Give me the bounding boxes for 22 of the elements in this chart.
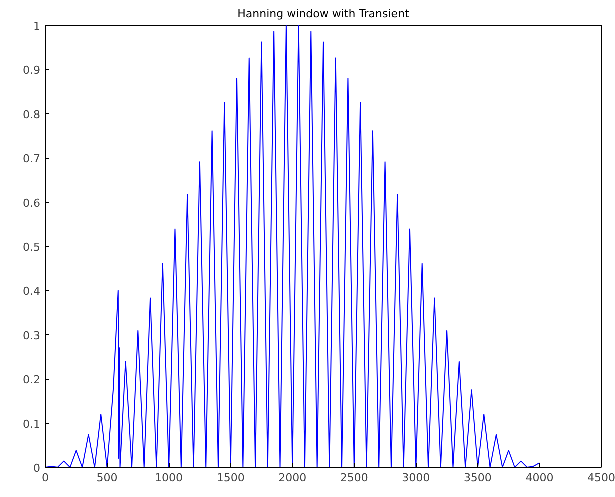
y-tick-label: 0.7 [23,152,41,166]
y-tick-label: 0.8 [23,108,41,122]
x-tick-label: 4000 [526,472,554,484]
x-tick-label: 3000 [402,472,430,484]
y-tick-label: 0.1 [23,418,41,431]
x-tick-label: 0 [42,472,49,484]
x-tick-label: 2000 [278,472,307,484]
x-tick-label: 500 [96,472,118,484]
x-tick-label: 4500 [588,472,615,484]
y-tick-label: 0 [34,462,40,475]
x-tick-label: 2500 [340,472,368,484]
x-tick-label: 3500 [464,472,492,484]
y-tick-label: 0.3 [23,329,41,342]
x-tick-label: 1500 [216,472,245,484]
y-tick-label: 0.9 [23,64,41,78]
y-tick-label: 0.4 [23,285,41,298]
x-tick-label: 1000 [155,472,184,484]
chart-title: Hanning window with Transient [238,8,410,20]
y-tick-label: 1 [34,20,40,33]
y-tick-label: 0.6 [23,196,41,210]
y-tick-label: 0.5 [23,241,41,254]
y-tick-label: 0.2 [23,374,41,387]
